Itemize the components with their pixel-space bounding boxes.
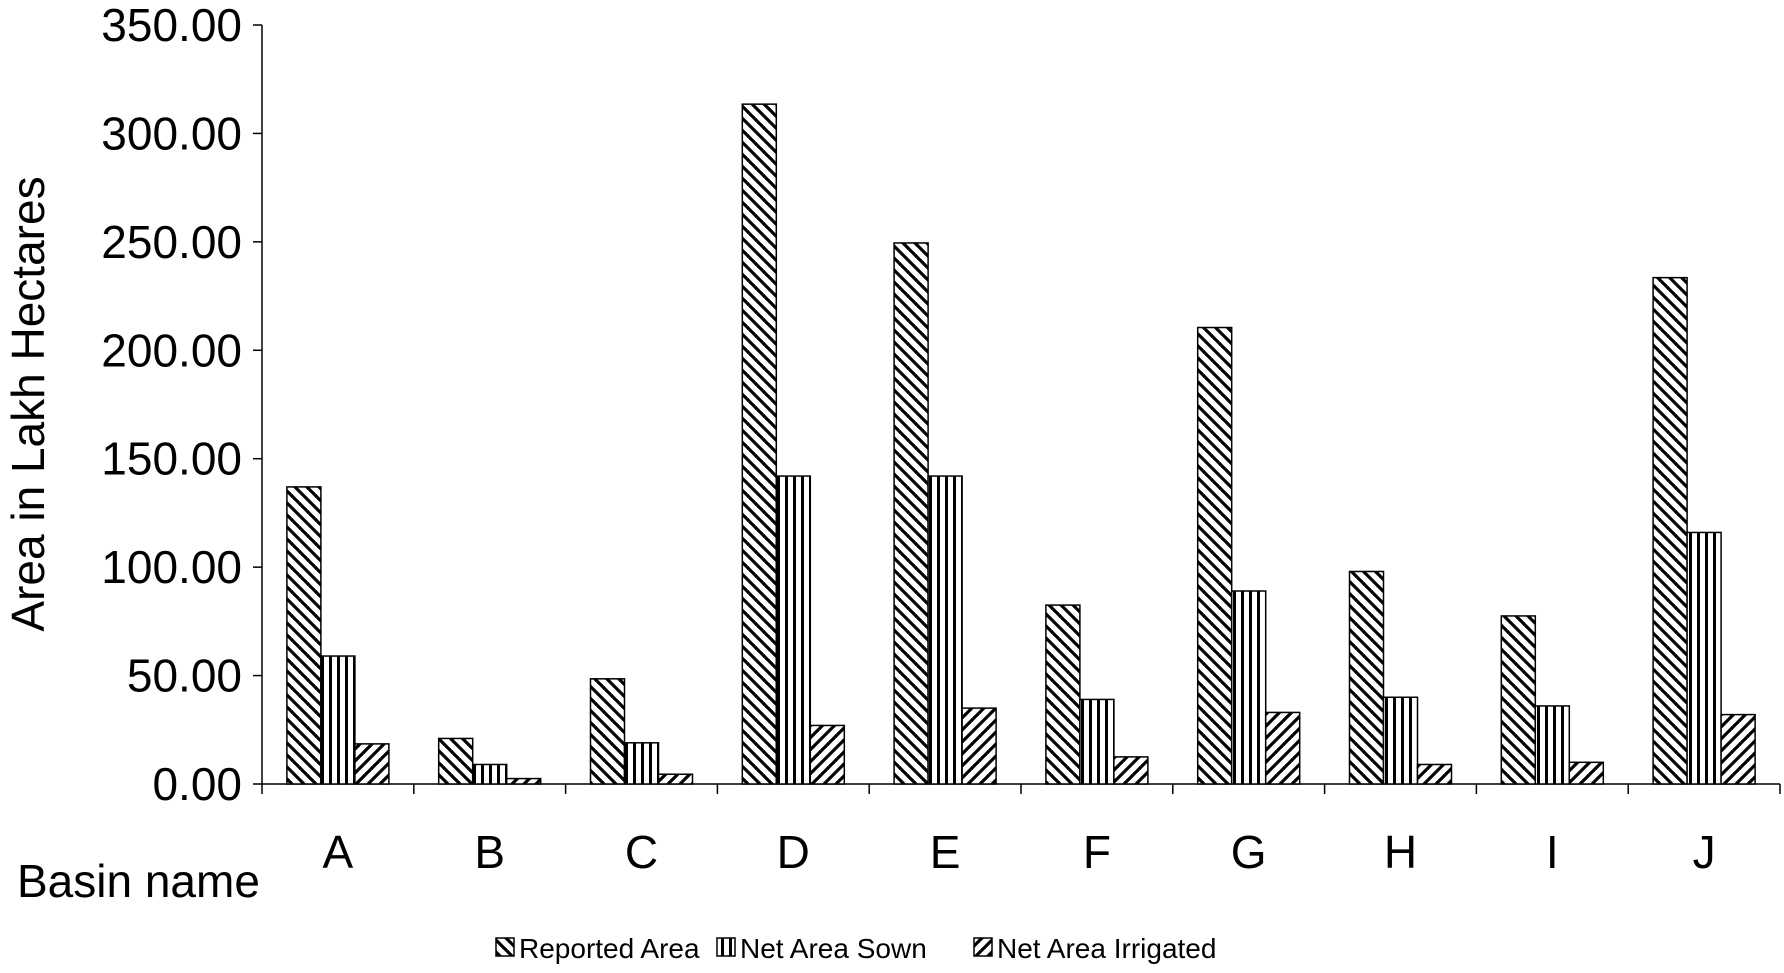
x-tick-label: H (1384, 826, 1417, 878)
bar-net-area-irrigated-b (507, 779, 541, 784)
bar-net-area-irrigated-f (1114, 757, 1148, 784)
bar-net-area-sown-a (321, 656, 355, 784)
bar-net-area-irrigated-d (810, 725, 844, 784)
bar-net-area-sown-j (1687, 532, 1721, 784)
legend-swatch-net-area-irrigated (974, 938, 992, 956)
bar-net-area-sown-b (473, 764, 507, 784)
x-tick-label: D (777, 826, 810, 878)
legend-label: Reported Area (519, 933, 700, 964)
y-tick-label: 200.00 (101, 324, 242, 376)
y-tick-label: 100.00 (101, 541, 242, 593)
y-tick-label: 300.00 (101, 107, 242, 159)
bar-net-area-sown-f (1080, 699, 1114, 784)
bar-net-area-sown-h (1384, 697, 1418, 784)
bar-net-area-irrigated-e (962, 708, 996, 784)
bar-net-area-irrigated-j (1721, 715, 1755, 784)
bar-net-area-irrigated-h (1418, 764, 1452, 784)
bar-net-area-irrigated-c (659, 774, 693, 784)
bar-reported-area-i (1501, 616, 1535, 784)
bar-net-area-sown-c (625, 743, 659, 784)
x-tick-label: A (323, 826, 354, 878)
legend-swatch-reported-area (496, 938, 514, 956)
legend-label: Net Area Irrigated (997, 933, 1216, 964)
legend: Reported Area Net Area Sown Net Area Irrig… (496, 933, 1216, 964)
x-tick-label: J (1693, 826, 1716, 878)
bar-reported-area-b (439, 738, 473, 784)
y-tick-label: 0.00 (152, 758, 242, 810)
bar-net-area-sown-g (1232, 591, 1266, 784)
y-axis: 0.00 50.00 100.00 150.00 200.00 250.00 300.00 3… (101, 0, 262, 810)
bar-reported-area-j (1653, 278, 1687, 784)
x-tick-label: E (930, 826, 961, 878)
x-tick-label: I (1546, 826, 1559, 878)
legend-swatch-net-area-sown (717, 938, 735, 956)
bar-net-area-sown-d (776, 476, 810, 784)
legend-label: Net Area Sown (740, 933, 927, 964)
x-tick-label: C (625, 826, 658, 878)
bar-reported-area-c (591, 679, 625, 784)
y-tick-label: 150.00 (101, 433, 242, 485)
y-axis-title: Area in Lakh Hectares (2, 176, 54, 631)
x-tick-label: F (1083, 826, 1111, 878)
bar-reported-area-h (1350, 571, 1384, 784)
y-tick-label: 50.00 (127, 650, 242, 702)
x-axis-title: Basin name (17, 855, 260, 907)
x-axis: A B C D E F G H I J (262, 784, 1780, 878)
bar-reported-area-f (1046, 605, 1080, 784)
bar-reported-area-e (894, 243, 928, 784)
x-tick-label: B (474, 826, 505, 878)
bar-reported-area-a (287, 487, 321, 784)
bar-net-area-sown-i (1535, 706, 1569, 784)
bar-reported-area-g (1198, 328, 1232, 784)
bar-net-area-irrigated-g (1266, 712, 1300, 784)
bar-reported-area-d (742, 104, 776, 784)
x-tick-label: G (1231, 826, 1267, 878)
bar-net-area-irrigated-i (1569, 762, 1603, 784)
y-tick-label: 250.00 (101, 216, 242, 268)
bar-net-area-sown-e (928, 476, 962, 784)
bar-net-area-irrigated-a (355, 744, 389, 784)
bars (287, 104, 1755, 784)
y-tick-label: 350.00 (101, 0, 242, 51)
